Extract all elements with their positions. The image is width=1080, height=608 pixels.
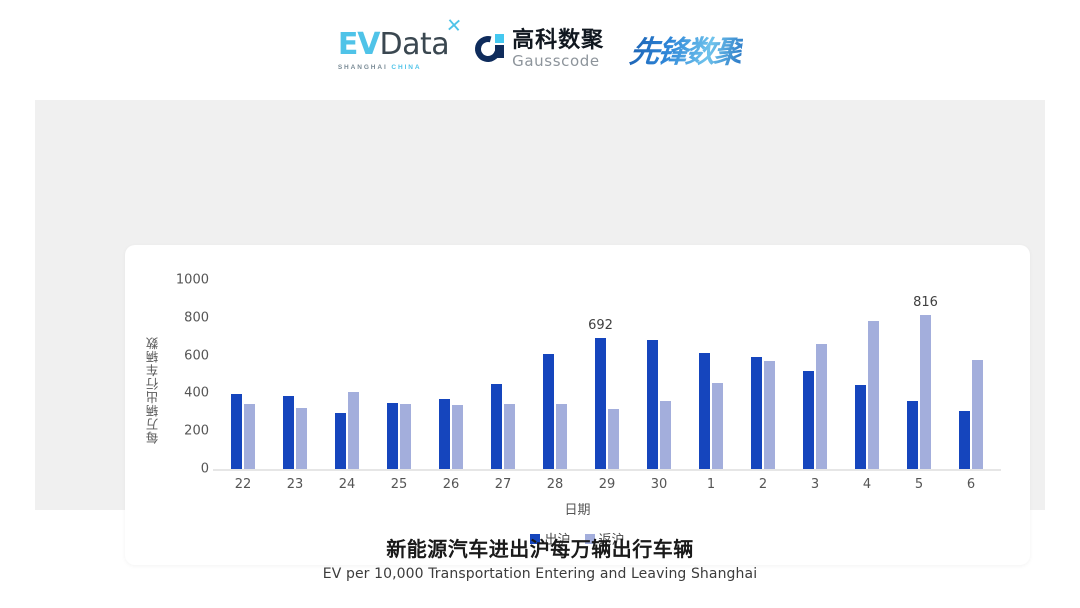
x-tick-label: 3 [810, 477, 820, 492]
y-tick-label: 0 [200, 461, 209, 477]
x-axis-line [213, 469, 1001, 471]
gausscode-en-text: Gausscode [512, 51, 600, 70]
bar-group [477, 280, 529, 469]
bar [296, 407, 307, 469]
x-tick-label: 2 [758, 477, 768, 492]
bar [907, 400, 918, 469]
bar [608, 408, 619, 469]
bar [868, 321, 879, 469]
bar: 816 [913, 295, 938, 469]
x-tick-label: 6 [966, 477, 976, 492]
x-tick-label: 27 [494, 477, 512, 492]
y-tick-label: 600 [184, 348, 209, 364]
bar [699, 352, 710, 469]
bar-value-label: 816 [913, 294, 938, 310]
chart-legend: 出沪 返沪 [125, 529, 1030, 548]
legend-item[interactable]: 返沪 [584, 529, 625, 548]
evdata-ev-text: EV [337, 27, 381, 62]
logo-bar: EV Data ✕ SHANGHAI CHINA 高科数聚 Gausscode … [0, 15, 1080, 80]
bar [387, 402, 398, 469]
bar-group [685, 280, 737, 469]
x-tick-label: 29 [598, 477, 616, 492]
x-tick-label: 23 [286, 477, 304, 492]
bar [439, 399, 450, 469]
bar-group [789, 280, 841, 469]
caption-title: 新能源汽车进出沪每万辆出行车辆 [386, 537, 694, 561]
y-tick-label: 400 [184, 385, 209, 401]
bar [803, 370, 814, 469]
bar [400, 403, 411, 469]
evdata-tagline-city: SHANGHAI [337, 64, 392, 71]
bar [491, 383, 502, 469]
legend-label: 返沪 [598, 533, 625, 548]
bar [283, 396, 294, 469]
bar-group: 816 [893, 280, 945, 469]
bar-group [945, 280, 997, 469]
bar [712, 383, 723, 469]
bar-group [321, 280, 373, 469]
legend-swatch [530, 533, 541, 544]
caption-subtitle: EV per 10,000 Transportation Entering an… [322, 566, 758, 582]
legend-item[interactable]: 出沪 [530, 529, 571, 548]
legend-label: 出沪 [544, 533, 571, 548]
bar-group [841, 280, 893, 469]
x-tick-label: 28 [546, 477, 564, 492]
gausscode-logo: 高科数聚 Gausscode [470, 27, 605, 70]
y-tick-label: 1000 [175, 272, 209, 288]
bar [335, 413, 346, 469]
bar [244, 403, 255, 469]
x-tick-label: 30 [650, 477, 668, 492]
bar [556, 404, 567, 469]
x-tick-label: 1 [706, 477, 716, 492]
legend-swatch [584, 533, 595, 544]
bar [972, 359, 983, 469]
bar [751, 357, 762, 469]
evdata-logo: EV Data ✕ SHANGHAI CHINA [337, 15, 463, 71]
evdata-x-icon: ✕ [445, 15, 463, 38]
bar-group [373, 280, 425, 469]
bar-group [425, 280, 477, 469]
bar-group: 692 [581, 280, 633, 469]
evdata-data-text: Data [379, 27, 450, 62]
y-axis-label: 每万辆出行车辆数 [145, 336, 161, 445]
plot-area: 692 816 [217, 280, 997, 469]
evdata-tagline: SHANGHAI CHINA [338, 64, 422, 71]
x-tick-label: 5 [914, 477, 924, 492]
x-tick-label: 4 [862, 477, 872, 492]
bar [504, 403, 515, 469]
bar [543, 354, 554, 469]
bar [231, 394, 242, 469]
bar [348, 392, 359, 469]
y-tick-label: 800 [184, 310, 209, 326]
bar-group [737, 280, 789, 469]
x-tick-label: 22 [234, 477, 252, 492]
bar [660, 401, 671, 469]
gausscode-mark-icon [470, 31, 506, 67]
bar [452, 405, 463, 469]
bar-group [269, 280, 321, 469]
x-tick-label: 25 [390, 477, 408, 492]
chart-card: 每万辆出行车辆数 0 200 400 600 800 1000 692 816 22 23 24… [125, 245, 1030, 565]
bar-group [633, 280, 685, 469]
gausscode-cn-text: 高科数聚 [512, 27, 605, 53]
x-axis-label: 日期 [564, 503, 591, 518]
x-tick-label: 24 [338, 477, 356, 492]
bar [855, 384, 866, 469]
bar [647, 340, 658, 469]
bar [959, 411, 970, 469]
bar-chart: 每万辆出行车辆数 0 200 400 600 800 1000 692 816 22 23 24… [125, 245, 1030, 565]
x-tick-label: 26 [442, 477, 460, 492]
bar-group [217, 280, 269, 469]
bar: 692 [588, 318, 613, 469]
bar [816, 343, 827, 469]
evdata-tagline-country: CHINA [391, 64, 422, 71]
bar-group [529, 280, 581, 469]
y-tick-label: 200 [184, 423, 209, 439]
bar [764, 361, 775, 469]
bar-value-label: 692 [588, 318, 613, 334]
xianfeng-logo: 先锋数聚 [628, 27, 745, 71]
chart-panel: 每万辆出行车辆数 0 200 400 600 800 1000 692 816 22 23 24… [35, 100, 1045, 565]
